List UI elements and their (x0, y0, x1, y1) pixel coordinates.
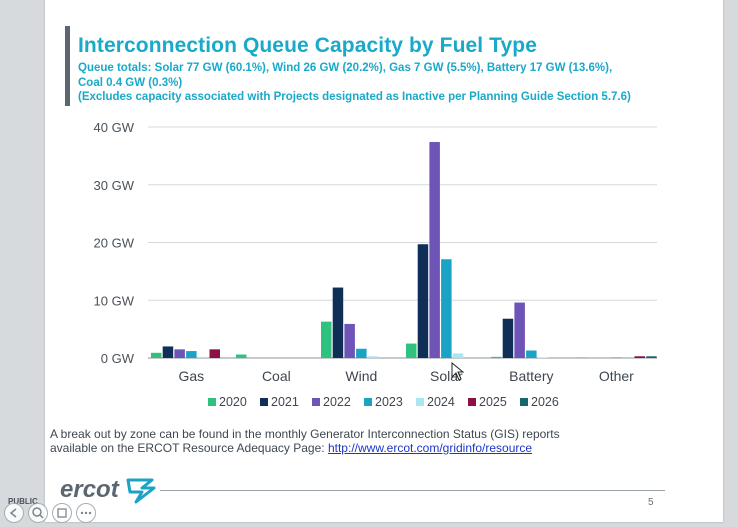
footnote: A break out by zone can be found in the … (50, 427, 650, 455)
y-tick-label: 10 GW (94, 293, 135, 308)
footer-divider (160, 490, 665, 491)
x-tick-label: Coal (262, 368, 291, 384)
bar-solar-2021 (417, 244, 429, 358)
bar-other-2026 (646, 356, 657, 358)
bar-battery-2020 (491, 356, 502, 358)
bar-solar-2020 (406, 343, 417, 358)
bar-coal-2020 (236, 354, 247, 358)
bar-battery-2023 (526, 350, 537, 358)
bar-battery-2021 (502, 318, 514, 358)
slide-title: Interconnection Queue Capacity by Fuel T… (78, 34, 537, 57)
x-tick-label: Battery (509, 368, 553, 384)
legend-swatch-2020 (208, 398, 216, 406)
slide: Interconnection Queue Capacity by Fuel T… (45, 0, 723, 522)
bar-other-2023 (611, 357, 622, 358)
bar-wind-2024 (367, 356, 379, 358)
subtitle-line-3: (Excludes capacity associated with Proje… (78, 91, 631, 103)
bar-wind-2020 (321, 321, 332, 358)
bar-battery-2024 (537, 357, 549, 358)
x-tick-label: Gas (179, 368, 205, 384)
back-icon[interactable] (4, 503, 24, 523)
ercot-logo-mark-icon (126, 478, 156, 504)
mouse-cursor-icon (451, 362, 465, 381)
x-tick-label: Other (599, 368, 634, 384)
more-options-icon[interactable] (76, 503, 96, 523)
legend-swatch-2023 (364, 398, 372, 406)
public-label: PUBLIC (8, 497, 38, 506)
legend-label-2025: 2025 (479, 395, 507, 409)
x-tick-label: Wind (345, 368, 377, 384)
title-accent-bar (65, 26, 70, 106)
legend-label-2024: 2024 (427, 395, 455, 409)
y-tick-label: 20 GW (94, 236, 135, 251)
bar-solar-2022 (429, 142, 440, 358)
bar-wind-2021 (332, 287, 344, 358)
bar-other-2020 (576, 357, 587, 358)
bar-solar-2023 (441, 259, 452, 358)
zoom-icon[interactable] (28, 503, 48, 523)
footnote-prefix: available on the ERCOT Resource Adequacy… (50, 441, 325, 455)
slide-subtitle: Queue totals: Solar 77 GW (60.1%), Wind … (78, 61, 718, 105)
legend-swatch-2022 (312, 398, 320, 406)
bar-wind-2022 (344, 323, 355, 358)
bar-gas-2022 (174, 349, 185, 358)
page-number: 5 (648, 497, 654, 508)
legend-label-2021: 2021 (271, 395, 299, 409)
legend-label-2023: 2023 (375, 395, 403, 409)
y-tick-label: 30 GW (94, 178, 135, 193)
resource-link[interactable]: http://www.ercot.com/gridinfo/resource (327, 441, 533, 455)
bar-other-2025 (634, 356, 645, 358)
legend-swatch-2026 (520, 398, 528, 406)
bar-wind-2023 (356, 348, 367, 358)
y-tick-label: 0 GW (101, 351, 135, 366)
y-tick-label: 40 GW (94, 120, 135, 135)
footnote-line-1: A break out by zone can be found in the … (50, 427, 560, 441)
bar-solar-2024 (452, 353, 464, 358)
footnote-line-2: available on the ERCOT Resource Adequacy… (50, 441, 650, 455)
subtitle-line-1: Queue totals: Solar 77 GW (60.1%), Wind … (78, 62, 613, 74)
bar-gas-2023 (186, 351, 197, 358)
slides-icon[interactable] (52, 503, 72, 523)
bar-gas-2025 (209, 349, 220, 358)
viewer-toolbar (0, 500, 110, 523)
legend-label-2026: 2026 (531, 395, 559, 409)
legend-label-2020: 2020 (219, 395, 247, 409)
bar-battery-2022 (514, 302, 525, 358)
legend-swatch-2021 (260, 398, 268, 406)
legend-swatch-2025 (468, 398, 476, 406)
legend-swatch-2024 (416, 398, 424, 406)
bar-gas-2020 (151, 352, 162, 358)
bar-gas-2021 (162, 346, 174, 358)
legend-label-2022: 2022 (323, 395, 351, 409)
ercot-logo: ercot (60, 476, 119, 503)
subtitle-line-2: Coal 0.4 GW (0.3%) (78, 76, 183, 89)
bar-gas-2024 (197, 356, 209, 358)
